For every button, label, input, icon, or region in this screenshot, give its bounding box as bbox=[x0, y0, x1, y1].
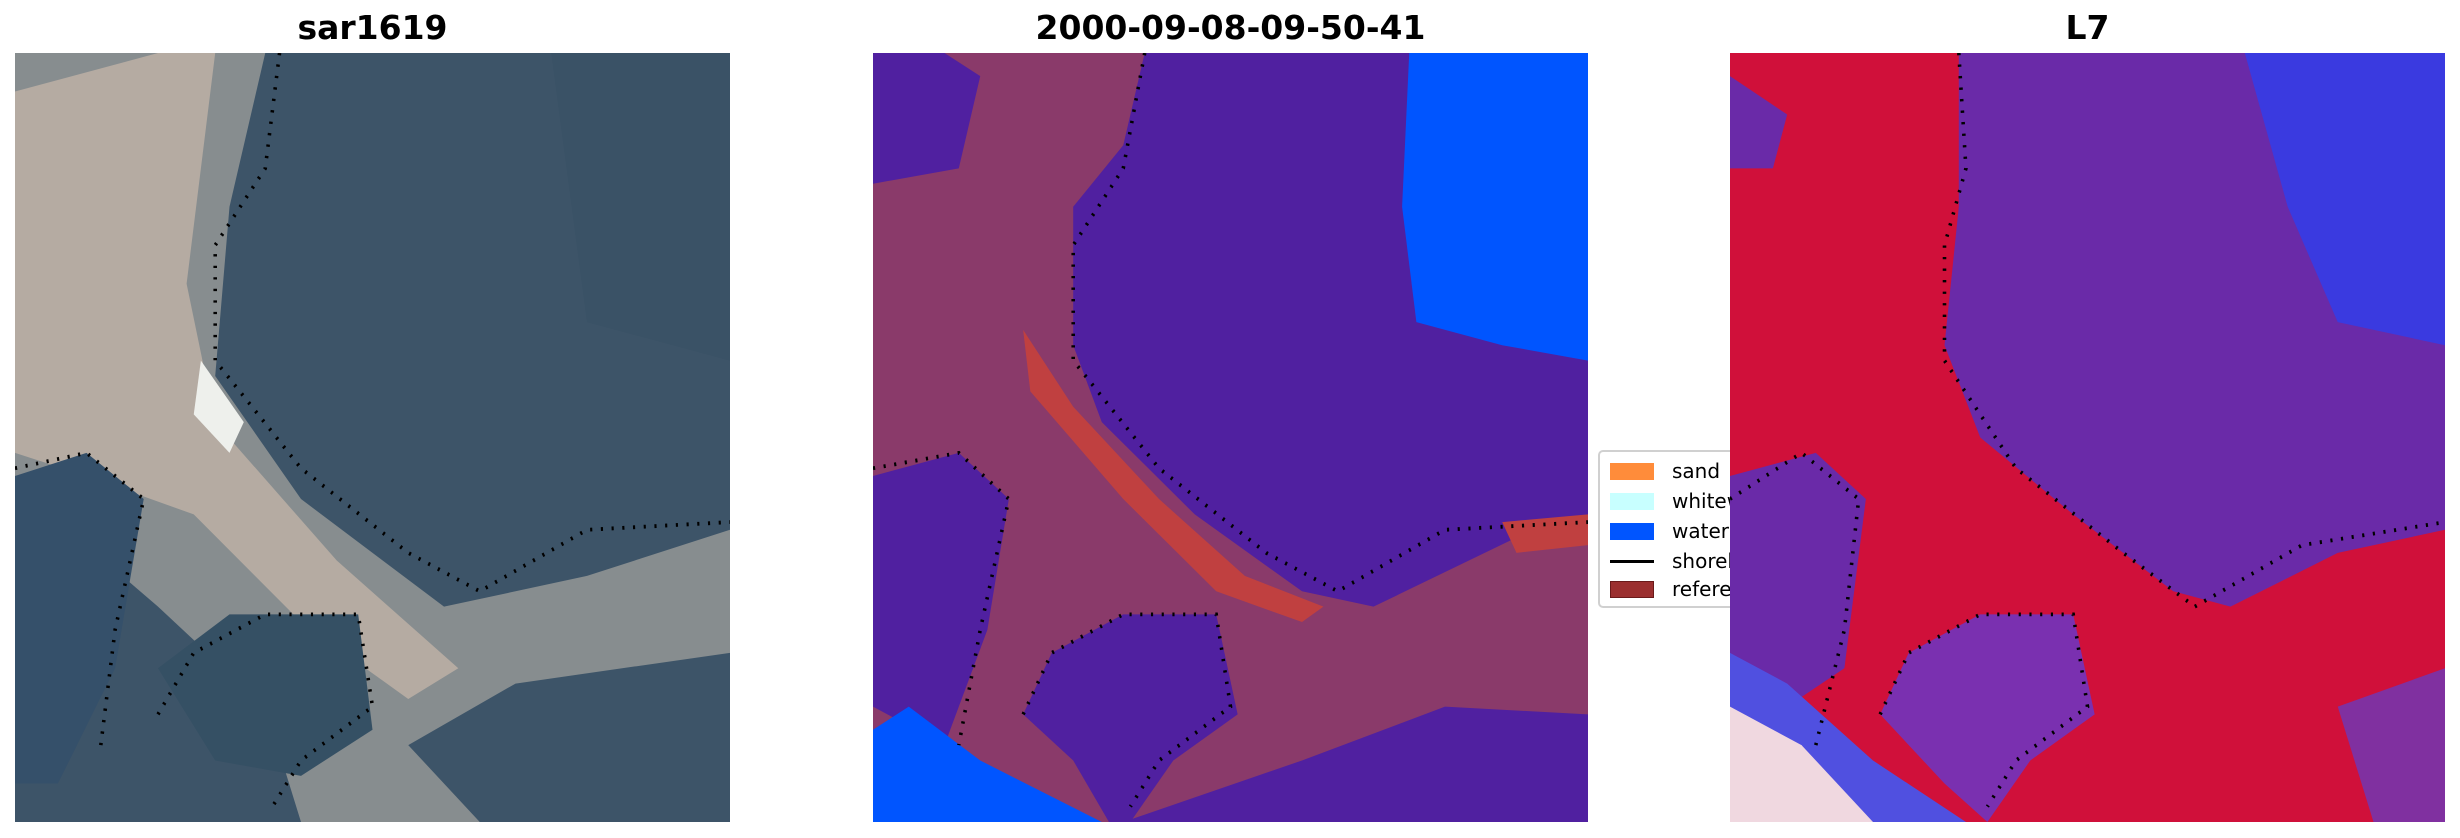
legend-label: water bbox=[1672, 519, 1729, 543]
l7-panel bbox=[1730, 53, 2445, 822]
legend-swatch bbox=[1610, 522, 1654, 540]
shoreline bbox=[873, 53, 1588, 808]
legend-line bbox=[1610, 559, 1654, 563]
panel-title-date: 2000-09-08-09-50-41 bbox=[1035, 8, 1426, 47]
legend-swatch bbox=[1610, 580, 1654, 598]
panel-title-l7: L7 bbox=[2065, 8, 2110, 47]
rgb-image-panel bbox=[15, 53, 730, 822]
legend-swatch bbox=[1610, 492, 1654, 510]
legend-label: sand bbox=[1672, 459, 1721, 483]
panel-title-sar1619: sar1619 bbox=[297, 8, 448, 47]
legend-item-sand: sand bbox=[1610, 458, 1720, 484]
legend-item-water: water bbox=[1610, 518, 1729, 544]
classification-panel bbox=[873, 53, 1588, 822]
shoreline bbox=[1730, 53, 2445, 808]
legend-swatch bbox=[1610, 462, 1654, 480]
